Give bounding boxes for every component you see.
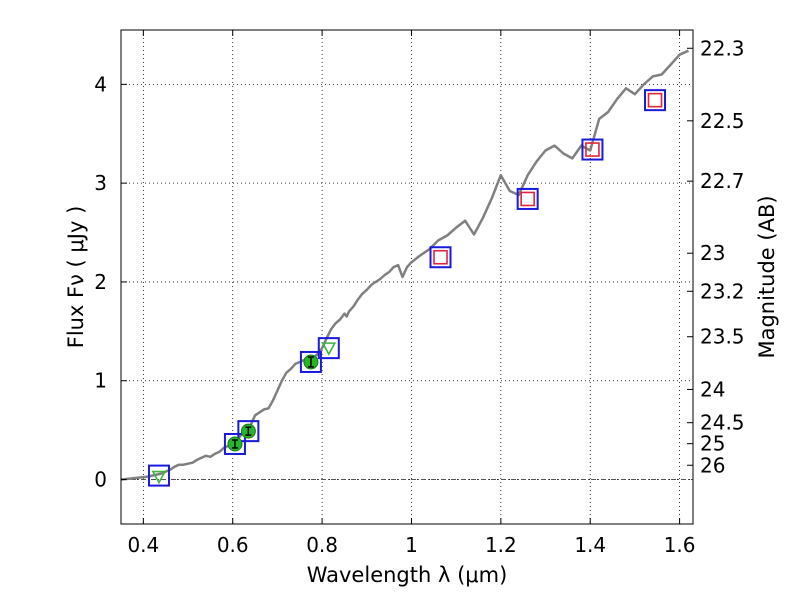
mag-tick-label: 23.5 bbox=[700, 325, 745, 349]
mag-tick-label: 24 bbox=[700, 377, 725, 401]
model-band-square-point bbox=[429, 246, 452, 269]
x-tick-label: 0.4 bbox=[127, 533, 159, 557]
marker-layer bbox=[147, 89, 667, 487]
y-tick-label: 4 bbox=[94, 72, 107, 96]
mag-tick-label: 23.2 bbox=[700, 279, 745, 303]
x-tick-label: 1 bbox=[405, 533, 418, 557]
upper-limit-square-point bbox=[647, 92, 663, 108]
non-detection-triangle-point bbox=[321, 342, 337, 356]
y-tick-label: 2 bbox=[94, 270, 107, 294]
model-band-square-point bbox=[299, 350, 322, 373]
mag-tick-label: 25 bbox=[700, 432, 725, 456]
model-band-square-point bbox=[223, 432, 246, 455]
x-tick-label: 0.8 bbox=[306, 533, 338, 557]
mag-tick-label: 24.5 bbox=[700, 411, 745, 435]
model-band-square-point bbox=[237, 420, 260, 443]
y-tick-label: 3 bbox=[94, 171, 107, 195]
x-axis: 0.4 0.6 0.8 1 1.2 1.4 1.6 bbox=[127, 30, 696, 557]
upper-limit-square-point bbox=[585, 142, 600, 157]
y-tick-label: 1 bbox=[94, 369, 107, 393]
x-tick-label: 1.2 bbox=[485, 533, 517, 557]
mag-tick-label: 26 bbox=[700, 453, 725, 477]
x-tick-label: 0.6 bbox=[217, 533, 249, 557]
model-band-square-point bbox=[644, 89, 667, 112]
model-spectrum-line bbox=[121, 49, 690, 481]
mag-tick-label: 22.5 bbox=[700, 109, 745, 133]
plot-frame bbox=[120, 29, 694, 525]
grid bbox=[121, 30, 693, 524]
upper-limit-square-point bbox=[433, 249, 448, 265]
plot-data-layer bbox=[121, 49, 690, 487]
model-band-square-point bbox=[147, 464, 170, 487]
model-band-square-point bbox=[516, 187, 539, 210]
mag-tick-label: 22.3 bbox=[700, 36, 745, 60]
y2-axis-title: Magnitude (AB) bbox=[755, 195, 779, 358]
y-axis-title: Flux Fν ( μJy ) bbox=[64, 206, 88, 349]
spectrum-layer bbox=[121, 49, 690, 481]
model-band-square-point bbox=[317, 337, 340, 360]
y-tick-label: 0 bbox=[94, 468, 107, 492]
x-tick-label: 1.6 bbox=[664, 533, 696, 557]
mag-tick-label: 22.7 bbox=[700, 169, 745, 193]
y-axis-left: 0 1 2 3 4 bbox=[94, 72, 127, 492]
x-tick-label: 1.4 bbox=[574, 533, 606, 557]
upper-limit-square-point bbox=[520, 191, 535, 207]
non-detection-triangle-point bbox=[151, 470, 167, 485]
mag-tick-label: 23 bbox=[700, 241, 725, 265]
x-axis-title: Wavelength λ (μm) bbox=[307, 563, 508, 587]
model-band-square-point bbox=[581, 138, 604, 161]
